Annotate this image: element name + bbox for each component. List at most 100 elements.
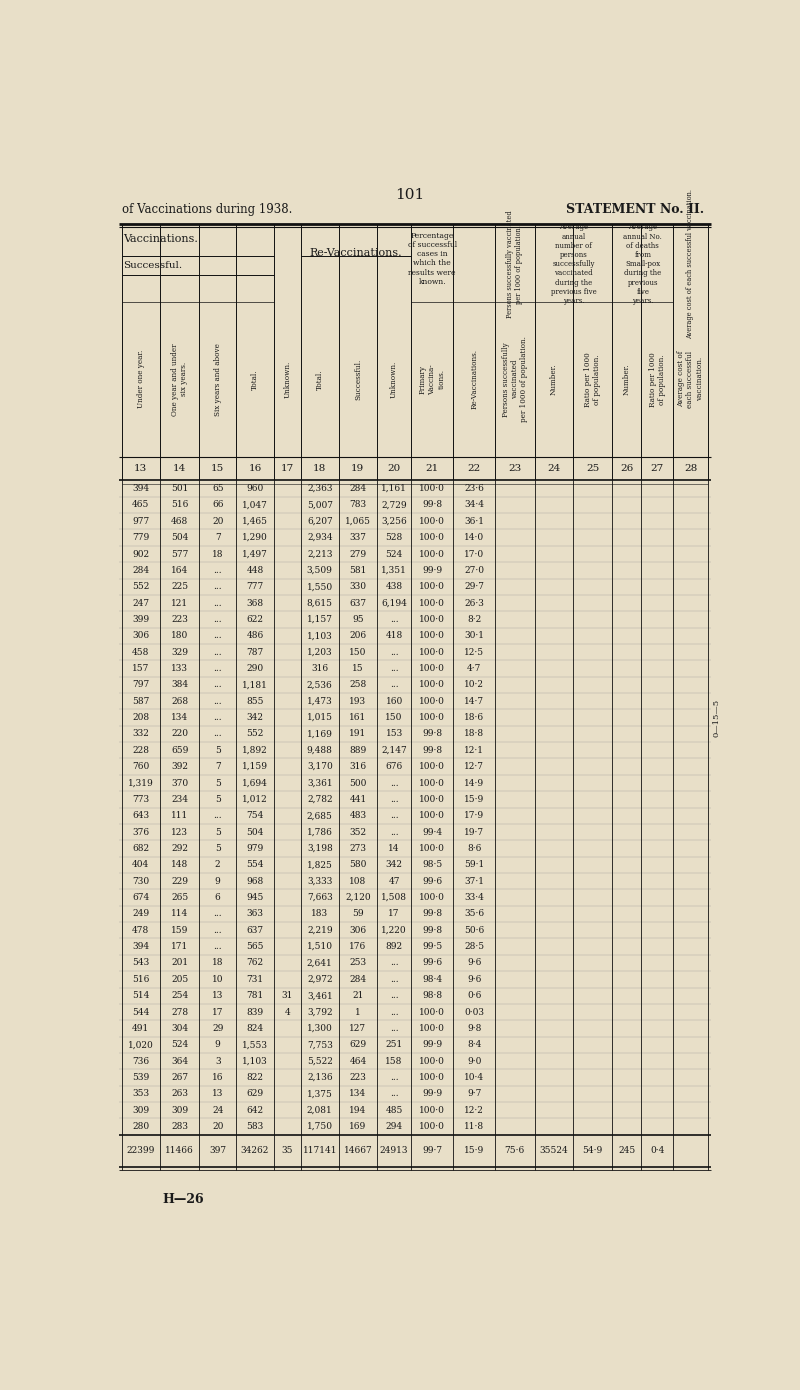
Text: 1,157: 1,157 [306,614,333,624]
Text: 1,290: 1,290 [242,534,268,542]
Text: 501: 501 [171,484,188,493]
Text: 294: 294 [386,1122,402,1131]
Text: 1,169: 1,169 [307,730,333,738]
Text: 148: 148 [171,860,188,869]
Text: ...: ... [390,812,398,820]
Text: 824: 824 [246,1024,263,1033]
Text: 99·8: 99·8 [422,500,442,510]
Text: ...: ... [214,713,222,721]
Text: 4: 4 [285,1008,290,1016]
Text: 304: 304 [171,1024,188,1033]
Text: 1: 1 [355,1008,361,1016]
Text: 3,170: 3,170 [307,762,333,771]
Text: 10·4: 10·4 [464,1073,484,1081]
Text: 127: 127 [350,1024,366,1033]
Text: 1,103: 1,103 [307,631,333,641]
Text: 504: 504 [171,534,188,542]
Text: ...: ... [214,614,222,624]
Text: 539: 539 [132,1073,150,1081]
Text: 736: 736 [132,1056,150,1066]
Text: 18: 18 [313,464,326,473]
Text: 16: 16 [212,1073,223,1081]
Text: 100·0: 100·0 [419,1073,445,1081]
Text: 5: 5 [214,778,221,788]
Text: 979: 979 [246,844,264,853]
Text: 3,361: 3,361 [307,778,333,788]
Text: 3,792: 3,792 [307,1008,333,1016]
Text: 2,729: 2,729 [382,500,407,510]
Text: 5: 5 [214,746,221,755]
Text: 2,219: 2,219 [307,926,333,934]
Text: 1,825: 1,825 [307,860,333,869]
Text: 100·0: 100·0 [419,762,445,771]
Text: 485: 485 [386,1105,402,1115]
Text: ...: ... [390,1090,398,1098]
Text: Average
annual
number of
persons
successfully
vaccinated
during the
previous fiv: Average annual number of persons success… [550,224,596,304]
Text: 17·9: 17·9 [464,812,484,820]
Text: 6,194: 6,194 [381,599,407,607]
Text: 368: 368 [246,599,263,607]
Text: 292: 292 [171,844,188,853]
Text: 100·0: 100·0 [419,614,445,624]
Text: 1,375: 1,375 [307,1090,333,1098]
Text: 543: 543 [132,959,150,967]
Text: 100·0: 100·0 [419,534,445,542]
Text: 337: 337 [350,534,366,542]
Text: Percentage
of successful
cases in
which the
results were
known.: Percentage of successful cases in which … [408,232,457,286]
Text: 28: 28 [684,464,697,473]
Text: 234: 234 [171,795,188,803]
Text: 316: 316 [350,762,366,771]
Text: 75·6: 75·6 [505,1147,525,1155]
Text: 100·0: 100·0 [419,892,445,902]
Text: 7,663: 7,663 [307,892,333,902]
Text: 370: 370 [171,778,188,788]
Text: 486: 486 [246,631,264,641]
Text: 3,509: 3,509 [307,566,333,575]
Text: 17: 17 [281,464,294,473]
Text: 10·2: 10·2 [464,680,484,689]
Text: One year and under
six years.: One year and under six years. [171,343,188,416]
Text: 100·0: 100·0 [419,680,445,689]
Text: ...: ... [390,1008,398,1016]
Text: 330: 330 [350,582,366,591]
Text: 35524: 35524 [539,1147,568,1155]
Text: 208: 208 [132,713,150,721]
Text: 3,461: 3,461 [307,991,333,1001]
Text: 17: 17 [212,1008,223,1016]
Text: 100·0: 100·0 [419,664,445,673]
Text: 2,213: 2,213 [307,549,333,559]
Text: 2,685: 2,685 [307,812,333,820]
Text: 15: 15 [211,464,224,473]
Text: 516: 516 [132,974,150,984]
Text: 95: 95 [352,614,364,624]
Text: 777: 777 [246,582,264,591]
Text: 332: 332 [132,730,149,738]
Text: 99·5: 99·5 [422,942,442,951]
Text: 100·0: 100·0 [419,812,445,820]
Text: 150: 150 [350,648,366,656]
Text: 524: 524 [386,549,402,559]
Text: Ratio per 1000
of population.: Ratio per 1000 of population. [649,352,666,407]
Text: 730: 730 [132,877,150,885]
Text: 316: 316 [311,664,328,673]
Text: 31: 31 [282,991,293,1001]
Text: 180: 180 [171,631,188,641]
Text: 1,892: 1,892 [242,746,268,755]
Text: 12·2: 12·2 [464,1105,484,1115]
Text: 8·4: 8·4 [467,1040,482,1049]
Text: ...: ... [390,664,398,673]
Text: 108: 108 [350,877,366,885]
Text: 258: 258 [350,680,366,689]
Text: 9: 9 [215,877,221,885]
Text: 9,488: 9,488 [307,746,333,755]
Text: H—26: H—26 [162,1193,204,1207]
Text: 191: 191 [350,730,366,738]
Text: 26·3: 26·3 [464,599,484,607]
Text: 353: 353 [132,1090,150,1098]
Text: 889: 889 [350,746,366,755]
Text: 21: 21 [352,991,363,1001]
Text: 5: 5 [214,844,221,853]
Text: ...: ... [390,680,398,689]
Text: 263: 263 [171,1090,188,1098]
Text: 552: 552 [132,582,150,591]
